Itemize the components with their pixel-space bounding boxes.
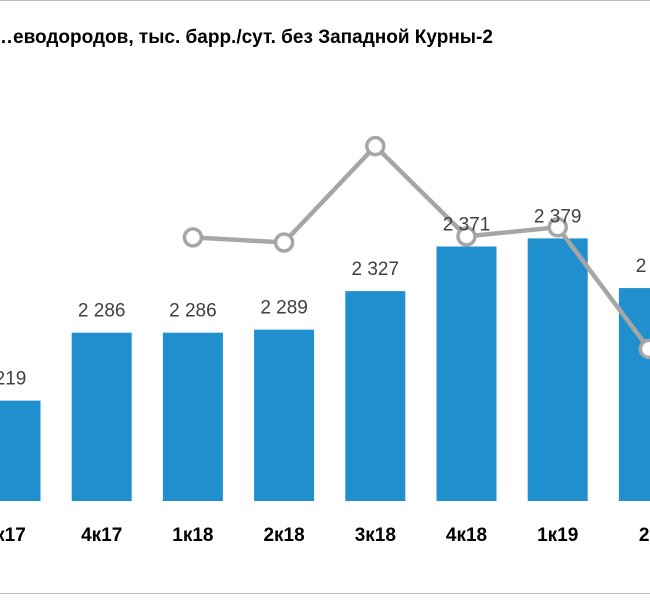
bar-0 <box>0 400 41 501</box>
data-label-5: 2 371 <box>443 215 491 236</box>
category-label-5: 4к18 <box>446 525 487 546</box>
data-label-2: 2 286 <box>169 301 217 322</box>
line-point-5 <box>638 338 650 360</box>
bar-2 <box>162 332 223 501</box>
line-point-3 <box>456 226 477 247</box>
data-label-3: 2 289 <box>260 298 308 319</box>
line-point-0 <box>182 227 204 248</box>
chart-title: …еводородов, тыс. барр./сут. без Западно… <box>0 27 493 48</box>
line-series <box>192 143 650 351</box>
category-label-0: к17 <box>0 525 26 546</box>
category-label-3: 2к18 <box>263 525 304 546</box>
bar-6 <box>527 238 588 501</box>
bar-1 <box>71 332 132 501</box>
data-label-4: 2 327 <box>352 259 400 280</box>
line-point-2 <box>365 135 386 157</box>
data-label-0: 219 <box>0 369 26 390</box>
data-label-6: 2 379 <box>534 206 582 227</box>
line-point-1 <box>273 232 295 253</box>
category-label-7: 2к <box>639 525 650 546</box>
category-label-1: 4к17 <box>81 525 122 546</box>
bar-3 <box>254 329 315 501</box>
bar-7 <box>618 288 650 501</box>
bar-5 <box>436 246 497 501</box>
data-label-1: 2 286 <box>78 301 126 322</box>
data-label-7: 2 3 <box>636 256 650 277</box>
line-point-4 <box>547 217 568 238</box>
category-label-4: 3к18 <box>355 525 396 546</box>
category-label-6: 1к19 <box>537 525 578 546</box>
bar-4 <box>345 291 406 501</box>
category-label-2: 1к18 <box>172 525 213 546</box>
